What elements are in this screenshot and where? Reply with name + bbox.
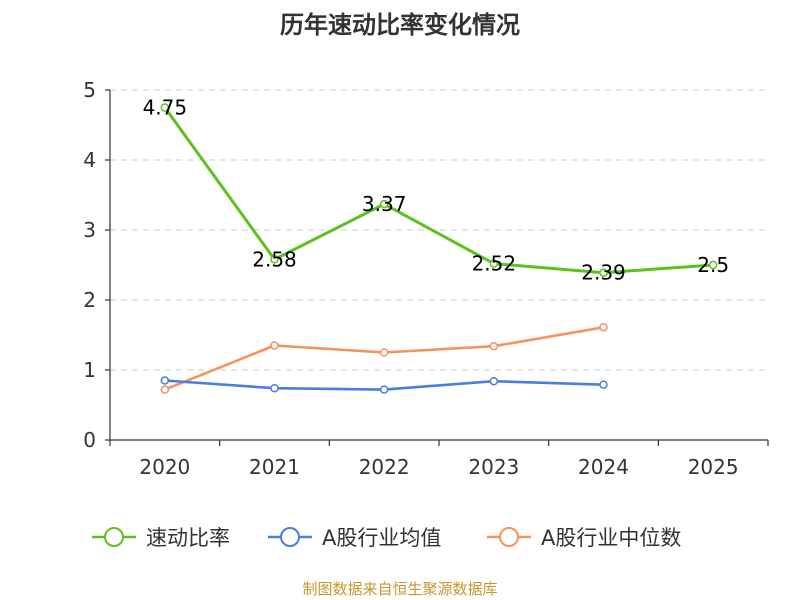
- data-point: [160, 103, 170, 112]
- legend-item-1[interactable]: A股行业均值: [268, 526, 441, 550]
- x-tick-label: 2024: [578, 455, 629, 479]
- data-label: 2.58: [252, 247, 297, 271]
- data-point: [708, 260, 718, 270]
- data-point: [489, 376, 499, 386]
- data-point: [599, 323, 608, 332]
- grid-layer: [110, 89, 768, 371]
- series-0: [160, 103, 718, 277]
- data-point: [270, 255, 279, 264]
- data-point: [160, 376, 170, 385]
- data-point: [160, 385, 170, 394]
- y-tick-label: 3: [83, 218, 96, 242]
- legend-label: A股行业中位数: [541, 526, 681, 550]
- x-tick-label: 2025: [688, 455, 739, 479]
- data-label-layer: 4.75 2.58 3.37 2.52 2.39 2.5: [143, 96, 730, 285]
- legend-item-2[interactable]: A股行业中位数: [487, 526, 681, 550]
- x-tick-label: 2020: [139, 455, 190, 479]
- data-point: [599, 268, 608, 277]
- y-tick-label: 2: [83, 288, 96, 312]
- series-line: [163, 325, 605, 391]
- data-point: [489, 341, 499, 351]
- y-tick-label: 1: [83, 358, 96, 382]
- series-layer: [160, 103, 718, 394]
- x-tick-label: 2022: [359, 455, 410, 479]
- y-tick-label: 4: [83, 148, 96, 172]
- series-2: [160, 323, 608, 394]
- legend-marker: [499, 527, 519, 547]
- x-tick-label: 2021: [249, 455, 300, 479]
- legend-item-0[interactable]: 速动比率: [92, 526, 230, 550]
- legend-label: 速动比率: [146, 526, 230, 550]
- data-point: [270, 383, 279, 393]
- data-point: [379, 385, 389, 394]
- data-label: 4.75: [143, 96, 188, 120]
- axis-layer: 0 1 2 3 4 5 2020 2021 2022 2023 2024 2025: [83, 78, 769, 479]
- data-point: [379, 199, 389, 209]
- legend-marker: [280, 527, 300, 547]
- y-tick-label: 5: [83, 78, 96, 102]
- y-tick-label: 0: [83, 428, 96, 452]
- x-tick-label: 2023: [468, 455, 519, 479]
- legend[interactable]: 速动比率 A股行业均值 A股行业中位数: [92, 526, 681, 550]
- legend-marker: [104, 527, 124, 547]
- data-label: 2.52: [472, 252, 517, 276]
- data-label: 3.37: [362, 192, 407, 216]
- series-1: [160, 376, 608, 394]
- data-label: 2.5: [697, 253, 729, 277]
- legend-label: A股行业均值: [322, 526, 441, 550]
- data-label: 2.39: [581, 261, 626, 285]
- data-point: [379, 348, 389, 357]
- chart-title: 历年速动比率变化情况: [280, 11, 520, 39]
- source-note: 制图数据来自恒生聚源数据库: [302, 580, 497, 598]
- data-point: [489, 259, 499, 268]
- data-point: [270, 341, 279, 350]
- series-line: [163, 106, 715, 275]
- data-point: [599, 380, 608, 389]
